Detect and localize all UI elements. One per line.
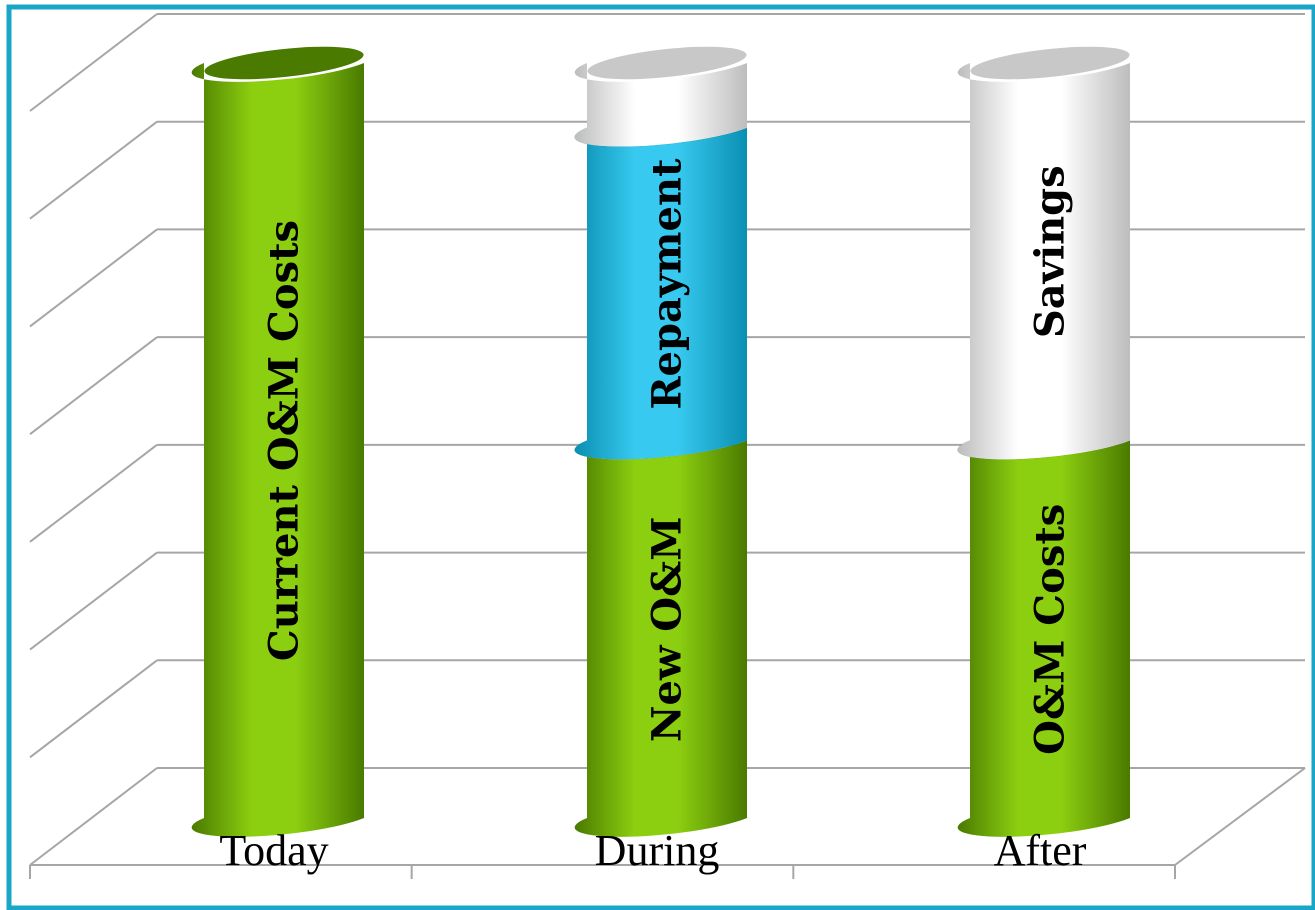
bar-today: Current O&M Costs [191,46,364,837]
frame-border [6,4,1315,910]
gridline-side [29,444,158,543]
gridline-side [29,336,158,435]
bar-segment [957,63,1130,460]
bar-segment [574,63,747,147]
bar-segment [574,127,747,460]
bar-segment [957,440,1130,837]
bar-segment-label: Savings [1027,165,1074,338]
bar-top-cap [970,46,1130,80]
bar-segment-label: New O&M [644,516,691,742]
bar-top-cap [204,46,364,80]
bar-segment-label: Current O&M Costs [261,220,308,661]
category-label: After [994,826,1087,875]
gridline-side [29,551,158,651]
bar-top-cap [587,46,747,80]
bar-segment [574,440,747,837]
gridline-side [29,120,158,220]
floor-edge [1174,767,1306,866]
category-labels: Today During After [219,826,1086,875]
bars-layer: Current O&M Costs New O&M Repayment O&M Cos… [191,46,1131,837]
axis-layer [29,864,1176,879]
gridline-side [29,13,158,112]
bar-segment [191,63,364,837]
gridline-side [29,228,158,328]
gridline-side [29,659,158,759]
bar-after: O&M Costs Savings [957,46,1131,837]
bar-during: New O&M Repayment [574,46,748,837]
bar-segment-label: Repayment [644,158,691,410]
gridline-side [29,767,158,866]
bar-segment-label: O&M Costs [1027,504,1074,755]
category-label: During [595,826,720,875]
category-label: Today [219,826,328,875]
